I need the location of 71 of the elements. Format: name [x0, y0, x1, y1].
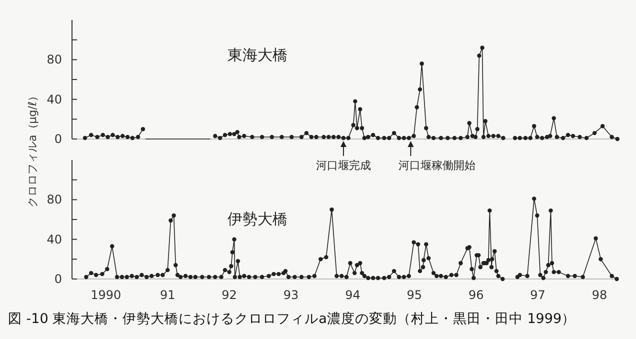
y-tick-label: 40	[46, 92, 62, 106]
point	[570, 134, 576, 138]
point	[572, 274, 577, 278]
point	[518, 272, 522, 278]
x-tick-label: 92	[222, 288, 237, 302]
point	[592, 130, 597, 136]
point	[532, 196, 536, 201]
point	[535, 134, 540, 140]
point	[614, 276, 619, 282]
point	[610, 274, 614, 278]
point	[125, 134, 130, 140]
x-tick-label: 93	[283, 288, 299, 302]
point	[556, 270, 561, 274]
point	[525, 274, 530, 278]
point	[610, 134, 614, 140]
x-tick-label: 1990	[90, 288, 122, 302]
text: 図 -10 東海大橋・伊勢大橋におけるクロロフィルa濃度の変動（村上・黒田・田中 1999）	[8, 311, 576, 327]
y-tick-label: 0	[54, 132, 62, 146]
point	[552, 116, 556, 120]
point	[136, 134, 140, 140]
x-tick-label: 91	[160, 288, 176, 302]
point	[548, 208, 553, 213]
point	[82, 136, 88, 140]
point	[89, 132, 94, 138]
y-tick-label: 0	[54, 272, 62, 286]
point	[100, 132, 105, 138]
point	[552, 270, 556, 274]
point	[95, 134, 100, 140]
point	[532, 124, 536, 128]
point	[578, 134, 582, 140]
point	[540, 136, 544, 140]
point	[106, 134, 110, 140]
x-tick-label: 96	[468, 288, 484, 302]
point	[523, 136, 528, 140]
point	[600, 124, 605, 128]
y-tick-label: 40	[46, 232, 62, 246]
annotation: 河口堰稼働開始	[398, 159, 476, 172]
point	[544, 270, 548, 274]
point	[615, 136, 620, 142]
point	[580, 274, 585, 280]
point	[140, 126, 146, 132]
x-tick-label: 98	[592, 288, 608, 302]
point	[110, 132, 115, 138]
annotation: 河口堰完成	[316, 159, 371, 172]
point	[550, 261, 554, 266]
point	[538, 272, 542, 278]
point	[594, 236, 598, 240]
point	[560, 136, 566, 140]
x-tick-label: 97	[530, 288, 546, 302]
x-tick-label: 95	[406, 288, 422, 302]
point	[512, 136, 518, 140]
x-tick-label: 94	[345, 288, 360, 302]
point	[116, 134, 120, 140]
y-tick-label: 80	[46, 52, 62, 67]
point	[541, 276, 546, 280]
point	[518, 136, 522, 140]
point	[130, 136, 135, 140]
point	[528, 136, 532, 140]
point	[566, 132, 570, 138]
text: 伊勢大橋	[228, 210, 288, 228]
point	[554, 134, 560, 140]
point	[546, 263, 550, 268]
point	[120, 134, 125, 138]
point	[566, 274, 570, 278]
y-axis-title: クロロフィルa（μg/ℓ）	[26, 90, 39, 208]
y-tick-label: 80	[46, 192, 62, 207]
text: 東海大橋	[228, 46, 288, 64]
point	[598, 257, 603, 262]
point	[535, 213, 540, 218]
point	[548, 134, 552, 138]
point	[584, 136, 589, 140]
